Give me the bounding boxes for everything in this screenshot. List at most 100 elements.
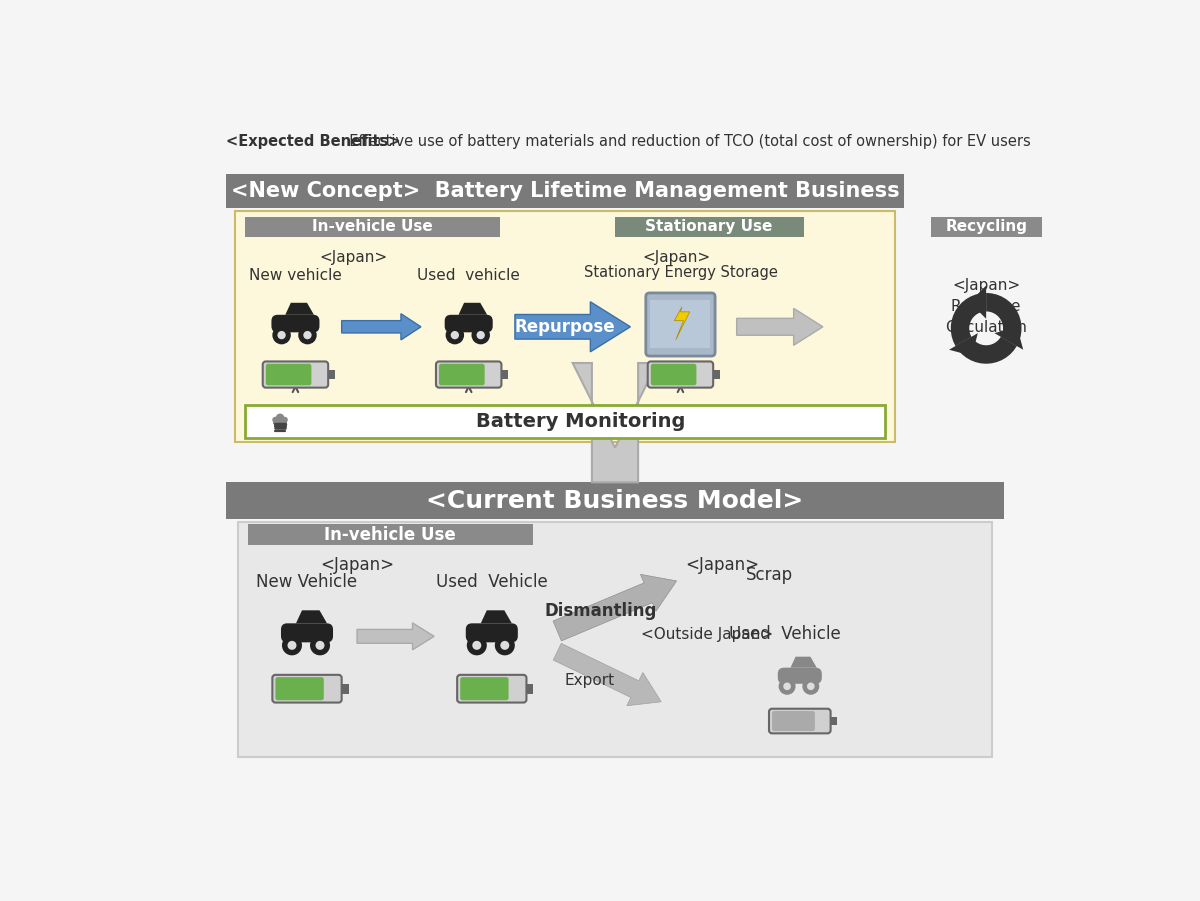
Circle shape [445, 326, 464, 344]
Text: <Expected Benefits>: <Expected Benefits> [226, 133, 401, 149]
Text: Dismantling: Dismantling [545, 602, 658, 620]
Polygon shape [674, 307, 690, 340]
FancyBboxPatch shape [436, 361, 502, 387]
Circle shape [500, 641, 509, 650]
Polygon shape [955, 337, 1016, 364]
Text: Export: Export [564, 673, 614, 687]
Text: <Japan>: <Japan> [642, 250, 710, 265]
FancyBboxPatch shape [439, 364, 485, 386]
Circle shape [473, 641, 481, 650]
Bar [328, 369, 335, 379]
Polygon shape [949, 333, 978, 356]
Bar [342, 684, 348, 694]
Bar [502, 369, 508, 379]
Polygon shape [995, 327, 1024, 350]
Text: <Current Business Model>: <Current Business Model> [426, 489, 804, 513]
Circle shape [304, 331, 312, 340]
Text: <New Concept>  Battery Lifetime Management Business: <New Concept> Battery Lifetime Managemen… [230, 181, 899, 201]
FancyBboxPatch shape [263, 361, 328, 387]
Circle shape [282, 635, 302, 655]
Bar [830, 716, 836, 725]
Circle shape [288, 641, 296, 650]
Polygon shape [970, 286, 986, 319]
Circle shape [274, 417, 281, 424]
Circle shape [784, 682, 791, 690]
FancyBboxPatch shape [281, 623, 334, 642]
Text: Stationary Use: Stationary Use [646, 219, 773, 234]
Circle shape [803, 678, 820, 695]
Bar [246, 405, 884, 439]
FancyBboxPatch shape [646, 293, 715, 356]
Polygon shape [481, 610, 512, 623]
Text: New Vehicle: New Vehicle [257, 573, 358, 591]
Bar [272, 420, 287, 423]
Text: New vehicle: New vehicle [250, 268, 342, 284]
Polygon shape [296, 610, 328, 623]
Polygon shape [572, 363, 658, 482]
Polygon shape [515, 302, 630, 351]
Text: In-vehicle Use: In-vehicle Use [324, 525, 456, 543]
Circle shape [272, 326, 290, 344]
Text: Scrap: Scrap [745, 566, 792, 584]
Circle shape [272, 417, 278, 423]
FancyBboxPatch shape [769, 709, 830, 733]
Circle shape [472, 326, 490, 344]
Text: Used  Vehicle: Used Vehicle [436, 573, 547, 591]
Polygon shape [553, 643, 661, 705]
Text: <Japan>: <Japan> [320, 557, 394, 575]
Polygon shape [553, 574, 677, 641]
Circle shape [451, 331, 458, 340]
Circle shape [467, 635, 487, 655]
Circle shape [316, 641, 324, 650]
FancyBboxPatch shape [650, 364, 696, 386]
Circle shape [276, 414, 284, 422]
Circle shape [282, 417, 288, 423]
Circle shape [277, 331, 286, 340]
Text: <Japan>
Resource
Circulation: <Japan> Resource Circulation [946, 278, 1027, 335]
FancyBboxPatch shape [461, 678, 509, 700]
Bar [527, 684, 533, 694]
Text: Effective use of battery materials and reduction of TCO (total cost of ownership: Effective use of battery materials and r… [340, 133, 1031, 149]
Bar [238, 523, 992, 757]
Bar [226, 482, 1004, 519]
Text: Repurpose: Repurpose [515, 318, 616, 336]
Polygon shape [458, 303, 487, 314]
Text: <Japan>: <Japan> [319, 250, 388, 265]
Circle shape [280, 417, 286, 424]
Text: Recycling: Recycling [946, 219, 1027, 234]
FancyBboxPatch shape [271, 314, 319, 332]
Polygon shape [342, 314, 421, 340]
FancyBboxPatch shape [466, 623, 518, 642]
FancyBboxPatch shape [772, 711, 815, 731]
FancyBboxPatch shape [445, 314, 493, 332]
Polygon shape [737, 308, 823, 345]
FancyBboxPatch shape [272, 675, 342, 703]
FancyBboxPatch shape [266, 364, 311, 386]
Bar [246, 216, 499, 238]
Circle shape [310, 635, 330, 655]
Polygon shape [791, 657, 817, 668]
Bar [713, 369, 720, 379]
Text: Stationary Energy Storage: Stationary Energy Storage [583, 266, 778, 280]
Text: Battery Monitoring: Battery Monitoring [475, 412, 685, 431]
FancyBboxPatch shape [276, 678, 324, 700]
Bar [247, 523, 533, 545]
Bar [650, 301, 710, 349]
Circle shape [299, 326, 317, 344]
Text: <Outside Japan>: <Outside Japan> [641, 626, 774, 642]
Polygon shape [286, 303, 314, 314]
Text: Used  Vehicle: Used Vehicle [728, 625, 840, 643]
Polygon shape [950, 293, 986, 346]
Text: <Japan>: <Japan> [685, 557, 760, 575]
FancyBboxPatch shape [648, 361, 713, 387]
Text: In-vehicle Use: In-vehicle Use [312, 219, 433, 234]
Text: Used  vehicle: Used vehicle [418, 268, 520, 284]
Circle shape [779, 678, 796, 695]
Bar [226, 174, 904, 208]
Circle shape [494, 635, 515, 655]
Bar [616, 216, 804, 238]
Circle shape [806, 682, 815, 690]
Circle shape [476, 331, 485, 340]
Polygon shape [358, 623, 434, 650]
Bar [931, 216, 1043, 238]
